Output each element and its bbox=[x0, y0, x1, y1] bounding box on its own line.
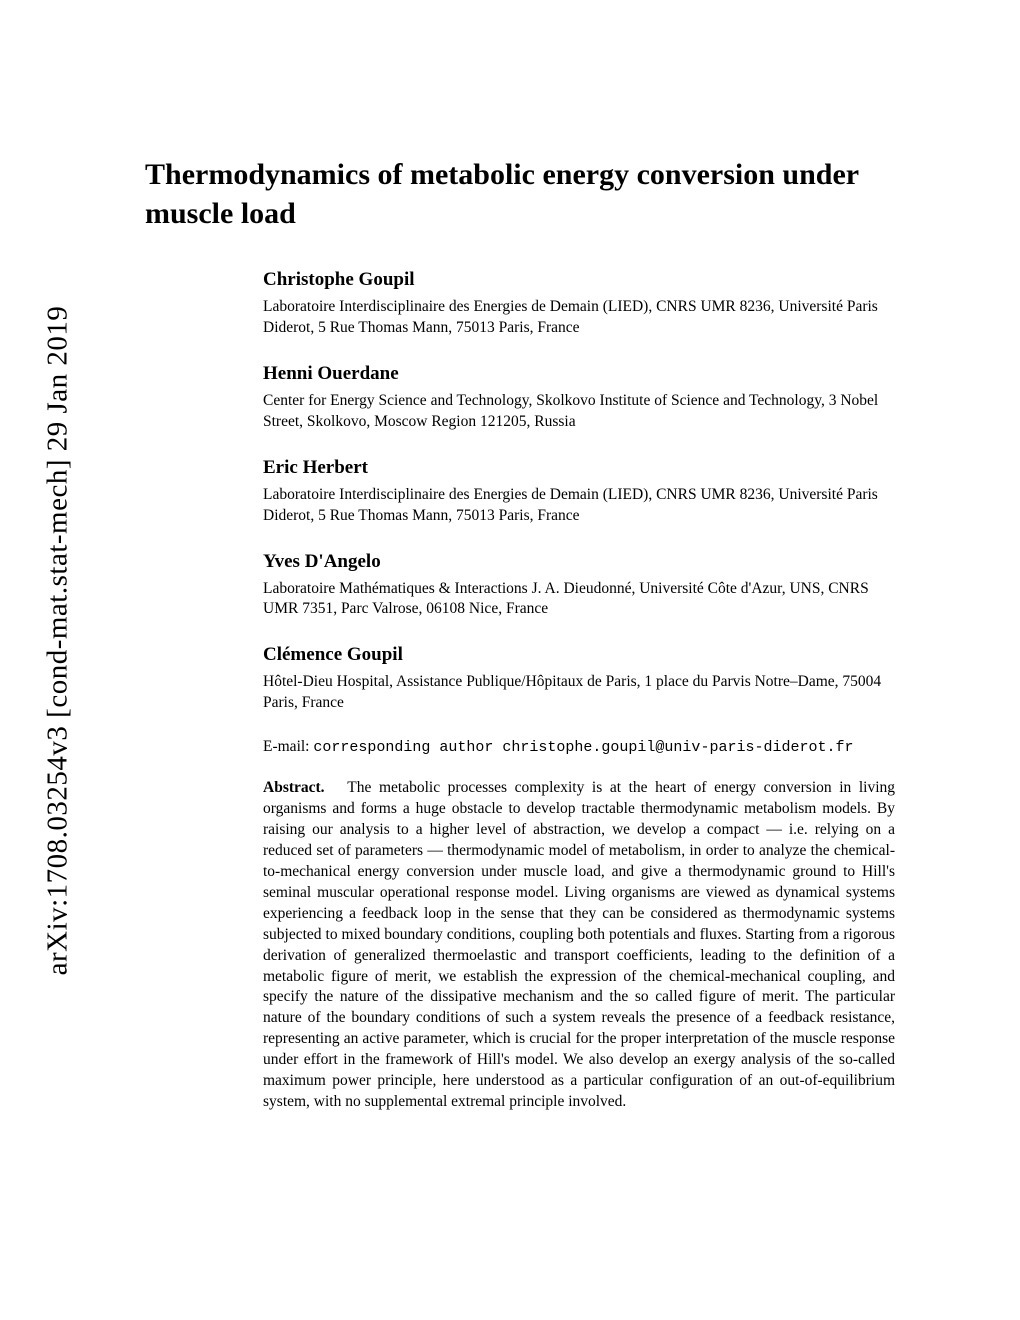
author-affiliation: Laboratoire Interdisciplinaire des Energ… bbox=[263, 297, 895, 339]
arxiv-watermark: arXiv:1708.03254v3 [cond-mat.stat-mech] … bbox=[38, 190, 78, 1090]
author-name: Henni Ouerdane bbox=[263, 363, 895, 385]
email-label: E-mail: bbox=[263, 738, 310, 755]
paper-title: Thermodynamics of metabolic energy conve… bbox=[145, 155, 895, 233]
author-block: Henni Ouerdane Center for Energy Science… bbox=[263, 363, 895, 433]
email-address: corresponding author christophe.goupil@u… bbox=[313, 739, 853, 756]
author-name: Clémence Goupil bbox=[263, 644, 895, 666]
author-block: Yves D'Angelo Laboratoire Mathématiques … bbox=[263, 551, 895, 621]
author-affiliation: Laboratoire Mathématiques & Interactions… bbox=[263, 579, 895, 621]
author-name: Eric Herbert bbox=[263, 457, 895, 479]
paper-content: Thermodynamics of metabolic energy conve… bbox=[145, 155, 895, 1113]
abstract: Abstract. The metabolic processes comple… bbox=[263, 778, 895, 1113]
author-affiliation: Laboratoire Interdisciplinaire des Energ… bbox=[263, 485, 895, 527]
author-name: Christophe Goupil bbox=[263, 269, 895, 291]
author-name: Yves D'Angelo bbox=[263, 551, 895, 573]
abstract-text: The metabolic processes complexity is at… bbox=[263, 779, 895, 1110]
author-block: Clémence Goupil Hôtel-Dieu Hospital, Ass… bbox=[263, 644, 895, 714]
arxiv-id: arXiv:1708.03254v3 [cond-mat.stat-mech] … bbox=[42, 305, 75, 975]
abstract-label: Abstract. bbox=[263, 779, 325, 796]
author-block: Eric Herbert Laboratoire Interdisciplina… bbox=[263, 457, 895, 527]
author-block: Christophe Goupil Laboratoire Interdisci… bbox=[263, 269, 895, 339]
author-affiliation: Hôtel-Dieu Hospital, Assistance Publique… bbox=[263, 672, 895, 714]
author-affiliation: Center for Energy Science and Technology… bbox=[263, 391, 895, 433]
email-line: E-mail: corresponding author christophe.… bbox=[263, 738, 895, 756]
